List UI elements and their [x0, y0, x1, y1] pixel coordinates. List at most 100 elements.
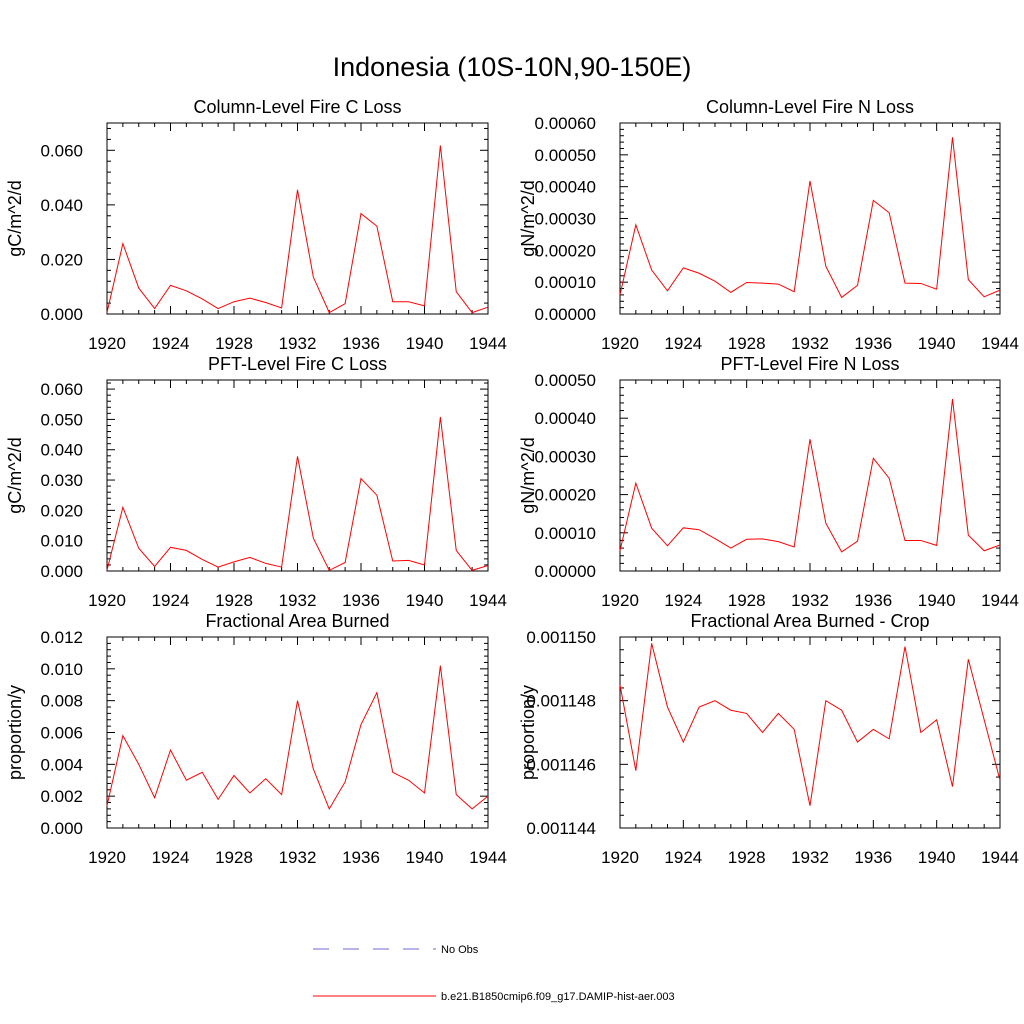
- y-tick-label: 0.008: [40, 692, 83, 711]
- y-tick-label: 0.020: [40, 501, 83, 520]
- y-tick-label: 0.040: [40, 441, 83, 460]
- x-tick-label: 1932: [279, 591, 317, 610]
- x-tick-label: 1928: [728, 334, 766, 353]
- y-tick-label: 0.000: [40, 562, 83, 581]
- y-tick-label: 0.001144: [526, 819, 596, 838]
- y-tick-label: 0.001150: [526, 628, 596, 647]
- y-tick-label: 0.060: [40, 141, 83, 160]
- x-tick-label: 1936: [342, 334, 380, 353]
- x-tick-label: 1940: [918, 591, 956, 610]
- y-axis-label: gN/m^2/d: [518, 437, 538, 513]
- x-tick-label: 1928: [215, 591, 253, 610]
- x-tick-label: 1936: [854, 848, 892, 867]
- y-tick-label: 0.000: [40, 305, 83, 324]
- y-tick-label: 0.00010: [535, 524, 596, 543]
- x-tick-label: 1928: [728, 848, 766, 867]
- x-tick-label: 1944: [469, 848, 507, 867]
- x-tick-label: 1920: [88, 591, 126, 610]
- x-tick-label: 1932: [279, 334, 317, 353]
- y-axis-label: gC/m^2/d: [5, 437, 25, 513]
- x-tick-label: 1924: [664, 334, 702, 353]
- y-axis-label: gC/m^2/d: [5, 180, 25, 256]
- x-tick-label: 1928: [728, 591, 766, 610]
- plot-frame: [106, 379, 489, 572]
- y-tick-label: 0.00010: [535, 273, 596, 292]
- chart-panel: Column-Level Fire C Loss gC/m^2/d 1920 1924…: [5, 97, 507, 353]
- y-tick-label: 0.00000: [535, 562, 596, 581]
- x-tick-label: 1932: [279, 848, 317, 867]
- plot-frame: [619, 636, 1001, 829]
- x-tick-label: 1944: [469, 334, 507, 353]
- x-tick-label: 1932: [791, 591, 829, 610]
- x-tick-label: 1940: [406, 591, 444, 610]
- panel-title: PFT-Level Fire N Loss: [720, 354, 899, 374]
- figure-title: Indonesia (10S-10N,90-150E): [333, 52, 692, 82]
- y-tick-label: 0.002: [40, 787, 83, 806]
- x-tick-label: 1936: [342, 848, 380, 867]
- x-tick-label: 1940: [406, 848, 444, 867]
- x-tick-label: 1920: [601, 591, 639, 610]
- y-tick-label: 0.00050: [535, 146, 596, 165]
- y-tick-label: 0.00000: [535, 305, 596, 324]
- panel-title: Fractional Area Burned: [205, 611, 389, 631]
- series-line: [106, 145, 489, 314]
- x-tick-label: 1940: [918, 848, 956, 867]
- panels: Column-Level Fire C Loss gC/m^2/d 1920 1924…: [5, 97, 1019, 867]
- panel-title: PFT-Level Fire C Loss: [208, 354, 387, 374]
- x-tick-label: 1920: [601, 848, 639, 867]
- y-axis-label: gN/m^2/d: [518, 180, 538, 256]
- legend: No Obs b.e21.B1850cmip6.f09_g17.DAMIP-his…: [313, 944, 675, 1003]
- series-line: [106, 416, 489, 572]
- x-tick-label: 1920: [88, 334, 126, 353]
- chart-panel: PFT-Level Fire N Loss gN/m^2/d 1920 1924 192…: [518, 354, 1019, 610]
- x-tick-label: 1944: [469, 591, 507, 610]
- y-tick-label: 0.00060: [535, 114, 596, 133]
- plot-frame: [106, 122, 489, 315]
- y-tick-label: 0.00040: [535, 409, 596, 428]
- x-tick-label: 1944: [981, 591, 1019, 610]
- y-tick-label: 0.000: [40, 819, 83, 838]
- panel-title: Fractional Area Burned - Crop: [690, 611, 929, 631]
- y-tick-label: 0.00040: [535, 178, 596, 197]
- y-tick-label: 0.00030: [535, 447, 596, 466]
- x-tick-label: 1932: [791, 334, 829, 353]
- plot-frame: [619, 379, 1001, 572]
- y-tick-label: 0.010: [40, 532, 83, 551]
- y-tick-label: 0.030: [40, 471, 83, 490]
- y-tick-label: 0.012: [40, 628, 83, 647]
- panel-title: Column-Level Fire N Loss: [706, 97, 914, 117]
- x-tick-label: 1936: [854, 334, 892, 353]
- series-line: [619, 137, 1001, 299]
- y-tick-label: 0.050: [40, 410, 83, 429]
- series-line: [106, 665, 489, 811]
- y-tick-label: 0.00020: [535, 241, 596, 260]
- y-tick-label: 0.00030: [535, 210, 596, 229]
- legend-label: No Obs: [441, 944, 479, 956]
- y-tick-label: 0.006: [40, 724, 83, 743]
- x-tick-label: 1940: [406, 334, 444, 353]
- x-tick-label: 1944: [981, 334, 1019, 353]
- series-line: [619, 643, 1001, 806]
- y-tick-label: 0.010: [40, 660, 83, 679]
- plot-frame: [106, 636, 489, 829]
- y-tick-label: 0.020: [40, 250, 83, 269]
- chart-panel: Column-Level Fire N Loss gN/m^2/d 1920 1924…: [518, 97, 1019, 353]
- x-tick-label: 1928: [215, 848, 253, 867]
- chart-panel: PFT-Level Fire C Loss gC/m^2/d 1920 1924 192…: [5, 354, 507, 610]
- x-tick-label: 1924: [664, 591, 702, 610]
- y-tick-label: 0.001146: [526, 755, 596, 774]
- legend-label: b.e21.B1850cmip6.f09_g17.DAMIP-hist-aer.…: [441, 991, 675, 1003]
- x-tick-label: 1932: [791, 848, 829, 867]
- y-axis-label: proportion/y: [5, 685, 25, 780]
- panel-title: Column-Level Fire C Loss: [193, 97, 401, 117]
- chart-panel: Fractional Area Burned - Crop proportion/…: [518, 611, 1019, 867]
- x-tick-label: 1936: [854, 591, 892, 610]
- plot-frame: [619, 122, 1001, 315]
- y-tick-label: 0.00020: [535, 486, 596, 505]
- y-tick-label: 0.004: [40, 755, 83, 774]
- x-tick-label: 1940: [918, 334, 956, 353]
- chart-panel: Fractional Area Burned proportion/y 1920 19…: [5, 611, 507, 867]
- x-tick-label: 1936: [342, 591, 380, 610]
- y-tick-label: 0.060: [40, 380, 83, 399]
